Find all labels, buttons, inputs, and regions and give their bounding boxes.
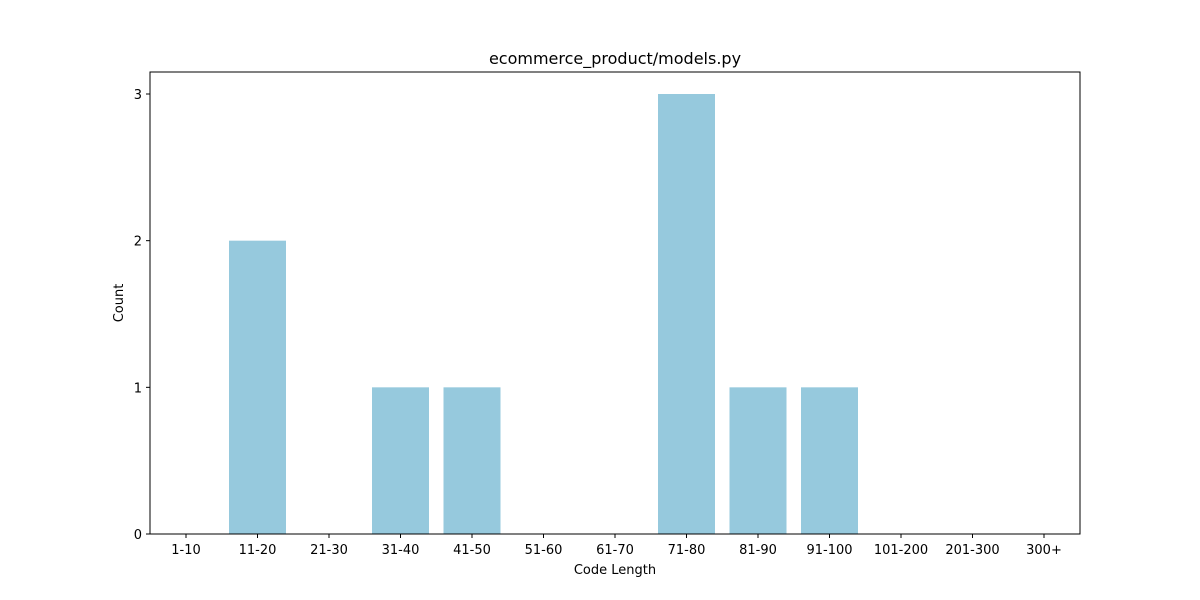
bar-91-100 — [801, 387, 858, 534]
x-tick-label: 71-80 — [668, 543, 706, 558]
x-axis-label: Code Length — [574, 563, 656, 578]
x-tick-label: 41-50 — [453, 543, 491, 558]
y-axis-label: Count — [112, 284, 127, 323]
y-axis-ticks: 0 1 2 3 — [134, 88, 150, 543]
bar-31-40 — [372, 387, 429, 534]
x-tick-label: 201-300 — [945, 543, 999, 558]
x-axis-ticks: 1-10 11-20 21-30 31-40 41-50 51-60 61-70 71-80 8… — [171, 534, 1062, 558]
x-tick-label: 101-200 — [874, 543, 928, 558]
bar-11-20 — [229, 240, 286, 534]
y-tick-label: 0 — [134, 528, 142, 543]
x-tick-label: 31-40 — [382, 543, 420, 558]
bar-81-90 — [729, 387, 787, 534]
x-tick-label: 51-60 — [525, 543, 563, 558]
plot-frame — [149, 71, 1081, 535]
x-tick-label: 81-90 — [739, 543, 777, 558]
bar-71-80 — [658, 94, 715, 534]
y-tick-label: 1 — [134, 381, 142, 396]
x-tick-label: 1-10 — [171, 543, 201, 558]
x-tick-label: 300+ — [1026, 543, 1062, 558]
x-tick-label: 21-30 — [310, 543, 348, 558]
bar-41-50 — [443, 387, 501, 534]
bars-layer — [229, 94, 858, 534]
x-tick-label: 61-70 — [596, 543, 634, 558]
y-tick-label: 2 — [134, 235, 142, 250]
x-tick-label: 91-100 — [806, 543, 852, 558]
y-tick-label: 3 — [134, 88, 142, 103]
x-tick-label: 11-20 — [239, 543, 277, 558]
chart-title: ecommerce_product/models.py — [489, 49, 741, 69]
